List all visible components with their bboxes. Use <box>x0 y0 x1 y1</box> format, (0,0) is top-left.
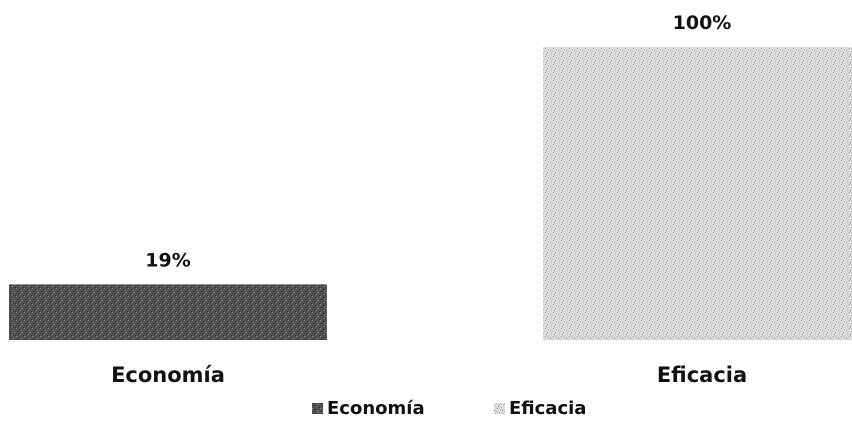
category-label-economia: Economía <box>111 363 225 387</box>
bar-economia <box>9 284 327 340</box>
legend-label-eficacia: Eficacia <box>509 398 586 417</box>
legend-swatch-eficacia <box>494 403 505 414</box>
labels-layer: 19% Economía 100% Eficacia <box>111 12 747 387</box>
legend-label-economia: Economía <box>327 398 425 417</box>
category-label-eficacia: Eficacia <box>657 363 747 387</box>
legend-swatch-economia <box>312 403 323 414</box>
bars-layer <box>9 47 852 340</box>
bar-eficacia <box>543 47 852 340</box>
legend: Economía Eficacia <box>312 398 586 419</box>
data-label-economia: 19% <box>145 249 190 271</box>
data-label-eficacia: 100% <box>673 12 732 34</box>
